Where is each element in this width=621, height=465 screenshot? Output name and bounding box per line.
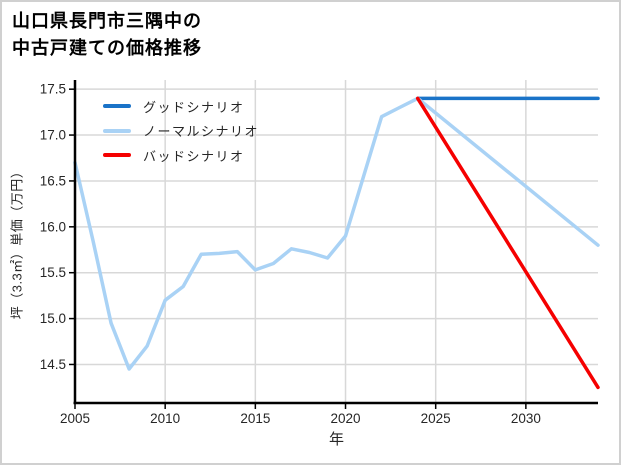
normal-scenario-line-swatch bbox=[103, 128, 131, 133]
legend: グッドシナリオ ノーマルシナリオ バッドシナリオ bbox=[103, 94, 259, 168]
svg-text:2010: 2010 bbox=[150, 411, 180, 426]
legend-item-bad-scenario: バッドシナリオ bbox=[103, 143, 259, 168]
chart-title: 山口県長門市三隅中の 中古戸建ての価格推移 bbox=[12, 8, 202, 62]
svg-text:15.5: 15.5 bbox=[40, 265, 66, 280]
svg-text:2025: 2025 bbox=[421, 411, 451, 426]
legend-label-bad: バッドシナリオ bbox=[143, 148, 245, 164]
svg-text:16.0: 16.0 bbox=[40, 219, 66, 234]
svg-text:14.5: 14.5 bbox=[40, 357, 66, 372]
svg-text:2015: 2015 bbox=[240, 411, 270, 426]
svg-text:15.0: 15.0 bbox=[40, 311, 66, 326]
svg-text:2005: 2005 bbox=[60, 411, 90, 426]
bad-scenario-line-swatch bbox=[103, 153, 131, 158]
svg-text:2020: 2020 bbox=[330, 411, 360, 426]
good-scenario-line-swatch bbox=[103, 104, 131, 109]
svg-text:17.0: 17.0 bbox=[40, 128, 66, 143]
legend-item-normal-scenario: ノーマルシナリオ bbox=[103, 119, 259, 144]
chart-title-line1: 山口県長門市三隅中の bbox=[12, 11, 202, 31]
chart-title-line2: 中古戸建ての価格推移 bbox=[12, 38, 202, 58]
x-axis-label: 年 bbox=[328, 431, 344, 448]
svg-text:16.5: 16.5 bbox=[40, 173, 66, 188]
legend-label-good: グッドシナリオ bbox=[143, 99, 245, 115]
legend-item-good-scenario: グッドシナリオ bbox=[103, 94, 259, 119]
svg-text:2030: 2030 bbox=[511, 411, 541, 426]
legend-label-normal: ノーマルシナリオ bbox=[143, 124, 260, 140]
y-axis-label: 坪（3.3㎡）単価（万円） bbox=[9, 164, 25, 320]
svg-text:17.5: 17.5 bbox=[40, 82, 66, 97]
